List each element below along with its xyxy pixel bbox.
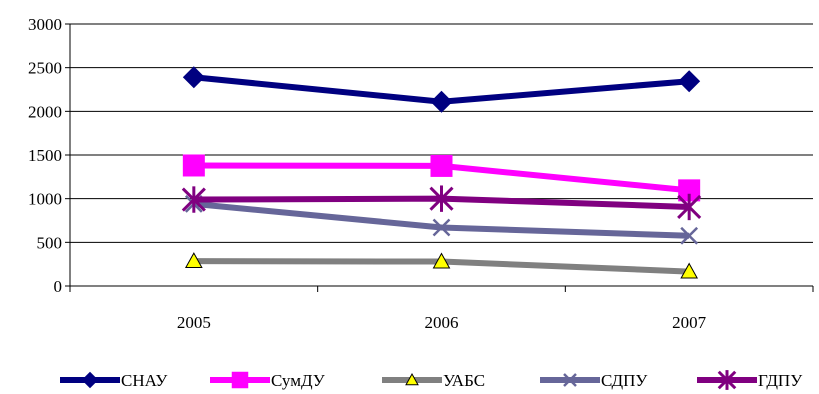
legend-label: СумДУ [271,371,326,390]
legend-marker [405,372,419,386]
x-tick-labels: 2005 2006 2007 [177,313,707,332]
legend-label: СДПУ [601,371,648,390]
data-point-СНАУ-2005 [182,66,205,89]
legend-item-УАБС: УАБС [382,371,485,390]
data-point-ГДПУ-2007 [677,193,702,221]
legend-item-СНАУ: СНАУ [60,371,168,390]
y-tick-label: 500 [37,233,63,252]
x-tick-label-2006: 2006 [425,313,459,332]
y-tick-label: 2500 [28,59,62,78]
data-point-СумДУ-2005 [182,154,205,177]
y-tick-labels: 0 500 1000 1500 2000 2500 3000 [28,15,62,296]
y-tick-label: 3000 [28,15,62,34]
legend: СНАУ СумДУ УАБС СДПУ ГДПУ [60,370,803,390]
x-tick-label-2005: 2005 [177,313,211,332]
data-point-ГДПУ-2006 [429,185,454,212]
y-tick-label: 2000 [28,102,62,121]
legend-item-СДПУ: СДПУ [540,371,648,390]
series-ГДПУ [181,185,702,221]
data-point-СумДУ-2007 [678,179,701,202]
y-tick-label: 0 [54,277,63,296]
legend-item-ГДПУ: ГДПУ [697,370,803,390]
series-СДПУ [184,195,699,245]
legend-item-СумДУ: СумДУ [210,371,326,390]
legend-label: УАБС [443,371,485,390]
legend-marker [563,373,577,387]
y-tick-label: 1000 [28,190,62,209]
legend-label: СНАУ [121,371,168,390]
data-point-УАБС-2005 [184,252,203,269]
data-point-ГДПУ-2005 [181,186,206,213]
legend-marker [717,370,737,390]
data-point-СДПУ-2006 [432,218,451,237]
legend-marker [81,371,99,389]
data-point-СНАУ-2006 [430,90,453,113]
series [181,66,702,279]
series-СНАУ [182,66,701,113]
legend-marker [231,371,249,389]
data-point-УАБС-2006 [432,252,451,269]
series-УАБС [184,252,699,279]
data-point-СумДУ-2006 [430,154,453,177]
y-tick-label: 1500 [28,146,62,165]
data-point-СНАУ-2007 [678,70,701,93]
series-СумДУ [182,154,701,202]
data-point-СДПУ-2007 [680,226,699,245]
axes [65,23,814,292]
legend-label: ГДПУ [758,371,803,390]
x-tick-label-2007: 2007 [672,313,707,332]
data-point-УАБС-2007 [680,262,699,279]
